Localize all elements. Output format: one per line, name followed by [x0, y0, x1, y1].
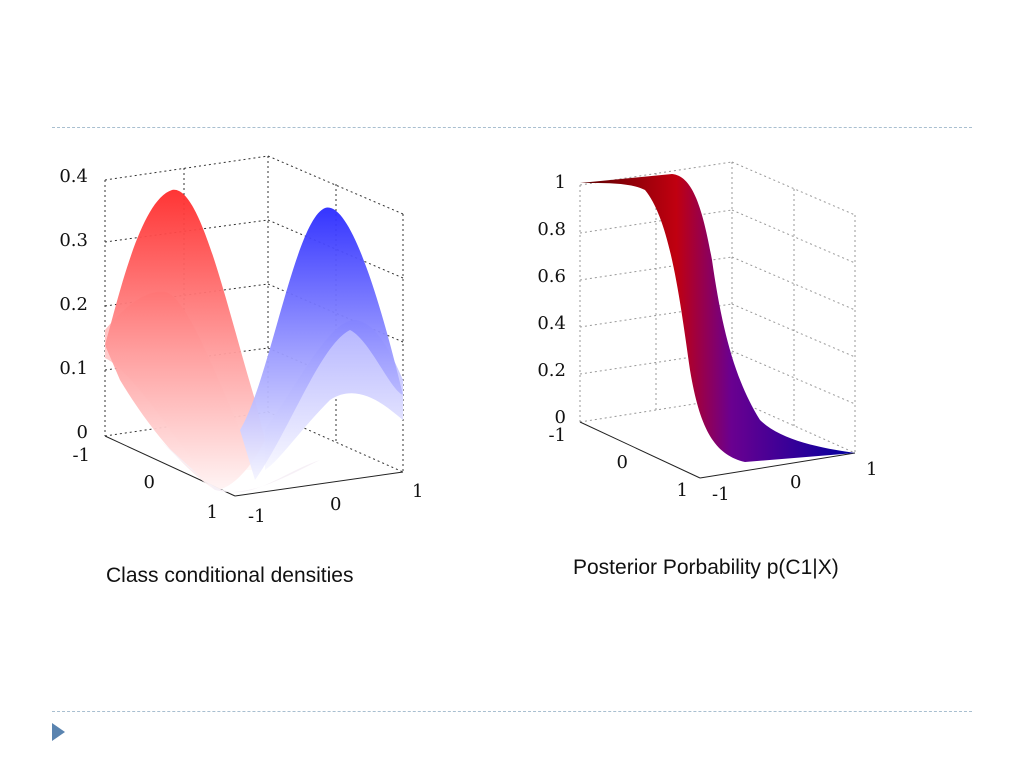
right-z-ticks: 1 0.8 0.6 0.4 0.2 0: [537, 172, 566, 428]
left-x-tick: -1: [248, 506, 266, 527]
right-z-tick: 0.8: [537, 219, 566, 240]
right-z-tick: 0.2: [537, 360, 566, 381]
bottom-divider: [52, 711, 972, 712]
right-y-ticks: -1 0 1: [548, 425, 688, 501]
left-z-ticks: 0.4 0.3 0.2 0.1 0: [59, 166, 88, 443]
floor-shadow: [160, 440, 320, 493]
right-chart-grid: [579, 161, 856, 454]
left-y-tick: 1: [207, 502, 218, 523]
left-z-tick: 0: [77, 422, 88, 443]
left-z-tick: 0.1: [59, 358, 88, 379]
left-z-tick: 0.4: [59, 166, 88, 187]
left-chart-caption: Class conditional densities: [106, 564, 354, 587]
left-x-ticks: -1 0 1: [248, 481, 423, 527]
slide-bullet-icon: [52, 723, 65, 741]
right-chart-caption: Posterior Porbability p(C1|X): [573, 556, 839, 579]
left-z-tick: 0.3: [59, 230, 88, 251]
right-x-tick: 0: [790, 472, 801, 493]
right-x-ticks: -1 0 1: [712, 459, 877, 505]
right-chart-axes: [579, 421, 856, 479]
left-y-tick: -1: [72, 445, 90, 466]
left-chart-grid: [104, 155, 404, 473]
left-z-tick: 0.2: [59, 294, 88, 315]
right-z-tick: 0.4: [537, 313, 566, 334]
blue-density-back: [265, 320, 403, 470]
left-x-tick: 0: [330, 494, 341, 515]
posterior-surface: [580, 174, 855, 462]
top-divider: [52, 127, 972, 128]
right-x-tick: -1: [712, 484, 730, 505]
blue-density-surface: [240, 207, 403, 481]
red-density-surface: [105, 189, 265, 490]
left-y-ticks: -1 0 1: [72, 445, 218, 523]
left-x-tick: 1: [412, 481, 423, 502]
right-y-tick: 0: [617, 452, 628, 473]
right-z-tick: 0.6: [537, 266, 566, 287]
right-z-tick: 0: [555, 407, 566, 428]
left-y-tick: 0: [144, 472, 155, 493]
right-z-tick: 1: [555, 172, 566, 193]
right-y-tick: -1: [548, 425, 566, 446]
right-y-tick: 1: [677, 480, 688, 501]
right-x-tick: 1: [866, 459, 877, 480]
